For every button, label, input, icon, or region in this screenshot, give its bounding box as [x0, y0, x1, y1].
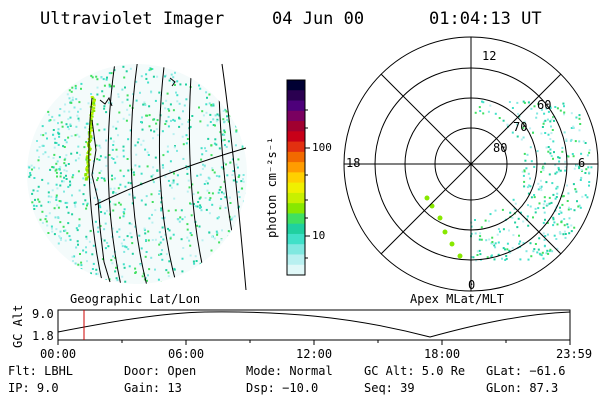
time-label: 01:04:13 UT	[429, 9, 542, 29]
coastline-fragment	[99, 96, 113, 107]
lat-label-80: 80	[493, 141, 507, 155]
colorbar-tick-100: 100	[312, 141, 332, 154]
gc-alt-info: GC Alt: 5.0 Re	[364, 364, 466, 378]
timeline-ytick-9: 9.0	[32, 307, 54, 321]
door-info: Door: Open	[124, 364, 197, 378]
mlt-label-0: 0	[468, 278, 475, 292]
polar-plot: 12 18 6 0 60 70 80	[343, 36, 599, 292]
lat-label-60: 60	[537, 98, 551, 112]
timeline-xtick-1200: 12:00	[296, 347, 332, 361]
timeline-xtick-0600: 06:00	[168, 347, 204, 361]
lat-label-70: 70	[513, 120, 527, 134]
latitude-line	[94, 147, 247, 206]
gain-info: Gain: 13	[124, 381, 182, 395]
colorbar-unit-label: photon cm⁻²s⁻¹	[265, 137, 279, 238]
polar-emission-dots	[424, 100, 593, 262]
altitude-curve	[57, 311, 571, 338]
dsp-info: Dsp: −10.0	[246, 381, 319, 395]
timeline-xtick-1800: 18:00	[424, 347, 460, 361]
coastline	[91, 119, 111, 283]
coastline-fragment-2	[169, 77, 176, 87]
geographic-image	[27, 63, 247, 291]
timeline-axis-label: GC Alt	[11, 305, 25, 348]
ip-info: IP: 9.0	[8, 381, 59, 395]
filter-info: Flt: LBHL	[8, 364, 74, 378]
longitude-line-outer	[221, 63, 247, 291]
orbit-timeline: 9.0 1.8 GC Alt 00:00 06:00 12:00 18:00 2…	[11, 305, 592, 361]
glat-info: GLat: −61.6	[486, 364, 566, 378]
mlt-label-18: 18	[346, 156, 360, 170]
glon-info: GLon: 87.3	[486, 381, 559, 395]
date-label: 04 Jun 00	[272, 9, 365, 29]
mode-info: Mode: Normal	[246, 364, 333, 378]
right-panel-caption: Apex MLat/MLT	[410, 292, 504, 306]
seq-info: Seq: 39	[364, 381, 415, 395]
colorbar: 100 10 photon cm⁻²s⁻¹	[265, 79, 332, 276]
left-panel-caption: Geographic Lat/Lon	[70, 292, 200, 306]
instrument-title: Ultraviolet Imager	[40, 9, 225, 29]
mlt-label-12: 12	[482, 49, 496, 63]
timeline-xtick-0000: 00:00	[40, 347, 76, 361]
colorbar-tick-10: 10	[312, 229, 325, 242]
mlt-label-6: 6	[578, 156, 585, 170]
timeline-ytick-1.8: 1.8	[32, 329, 54, 343]
timeline-xtick-2359: 23:59	[556, 347, 592, 361]
